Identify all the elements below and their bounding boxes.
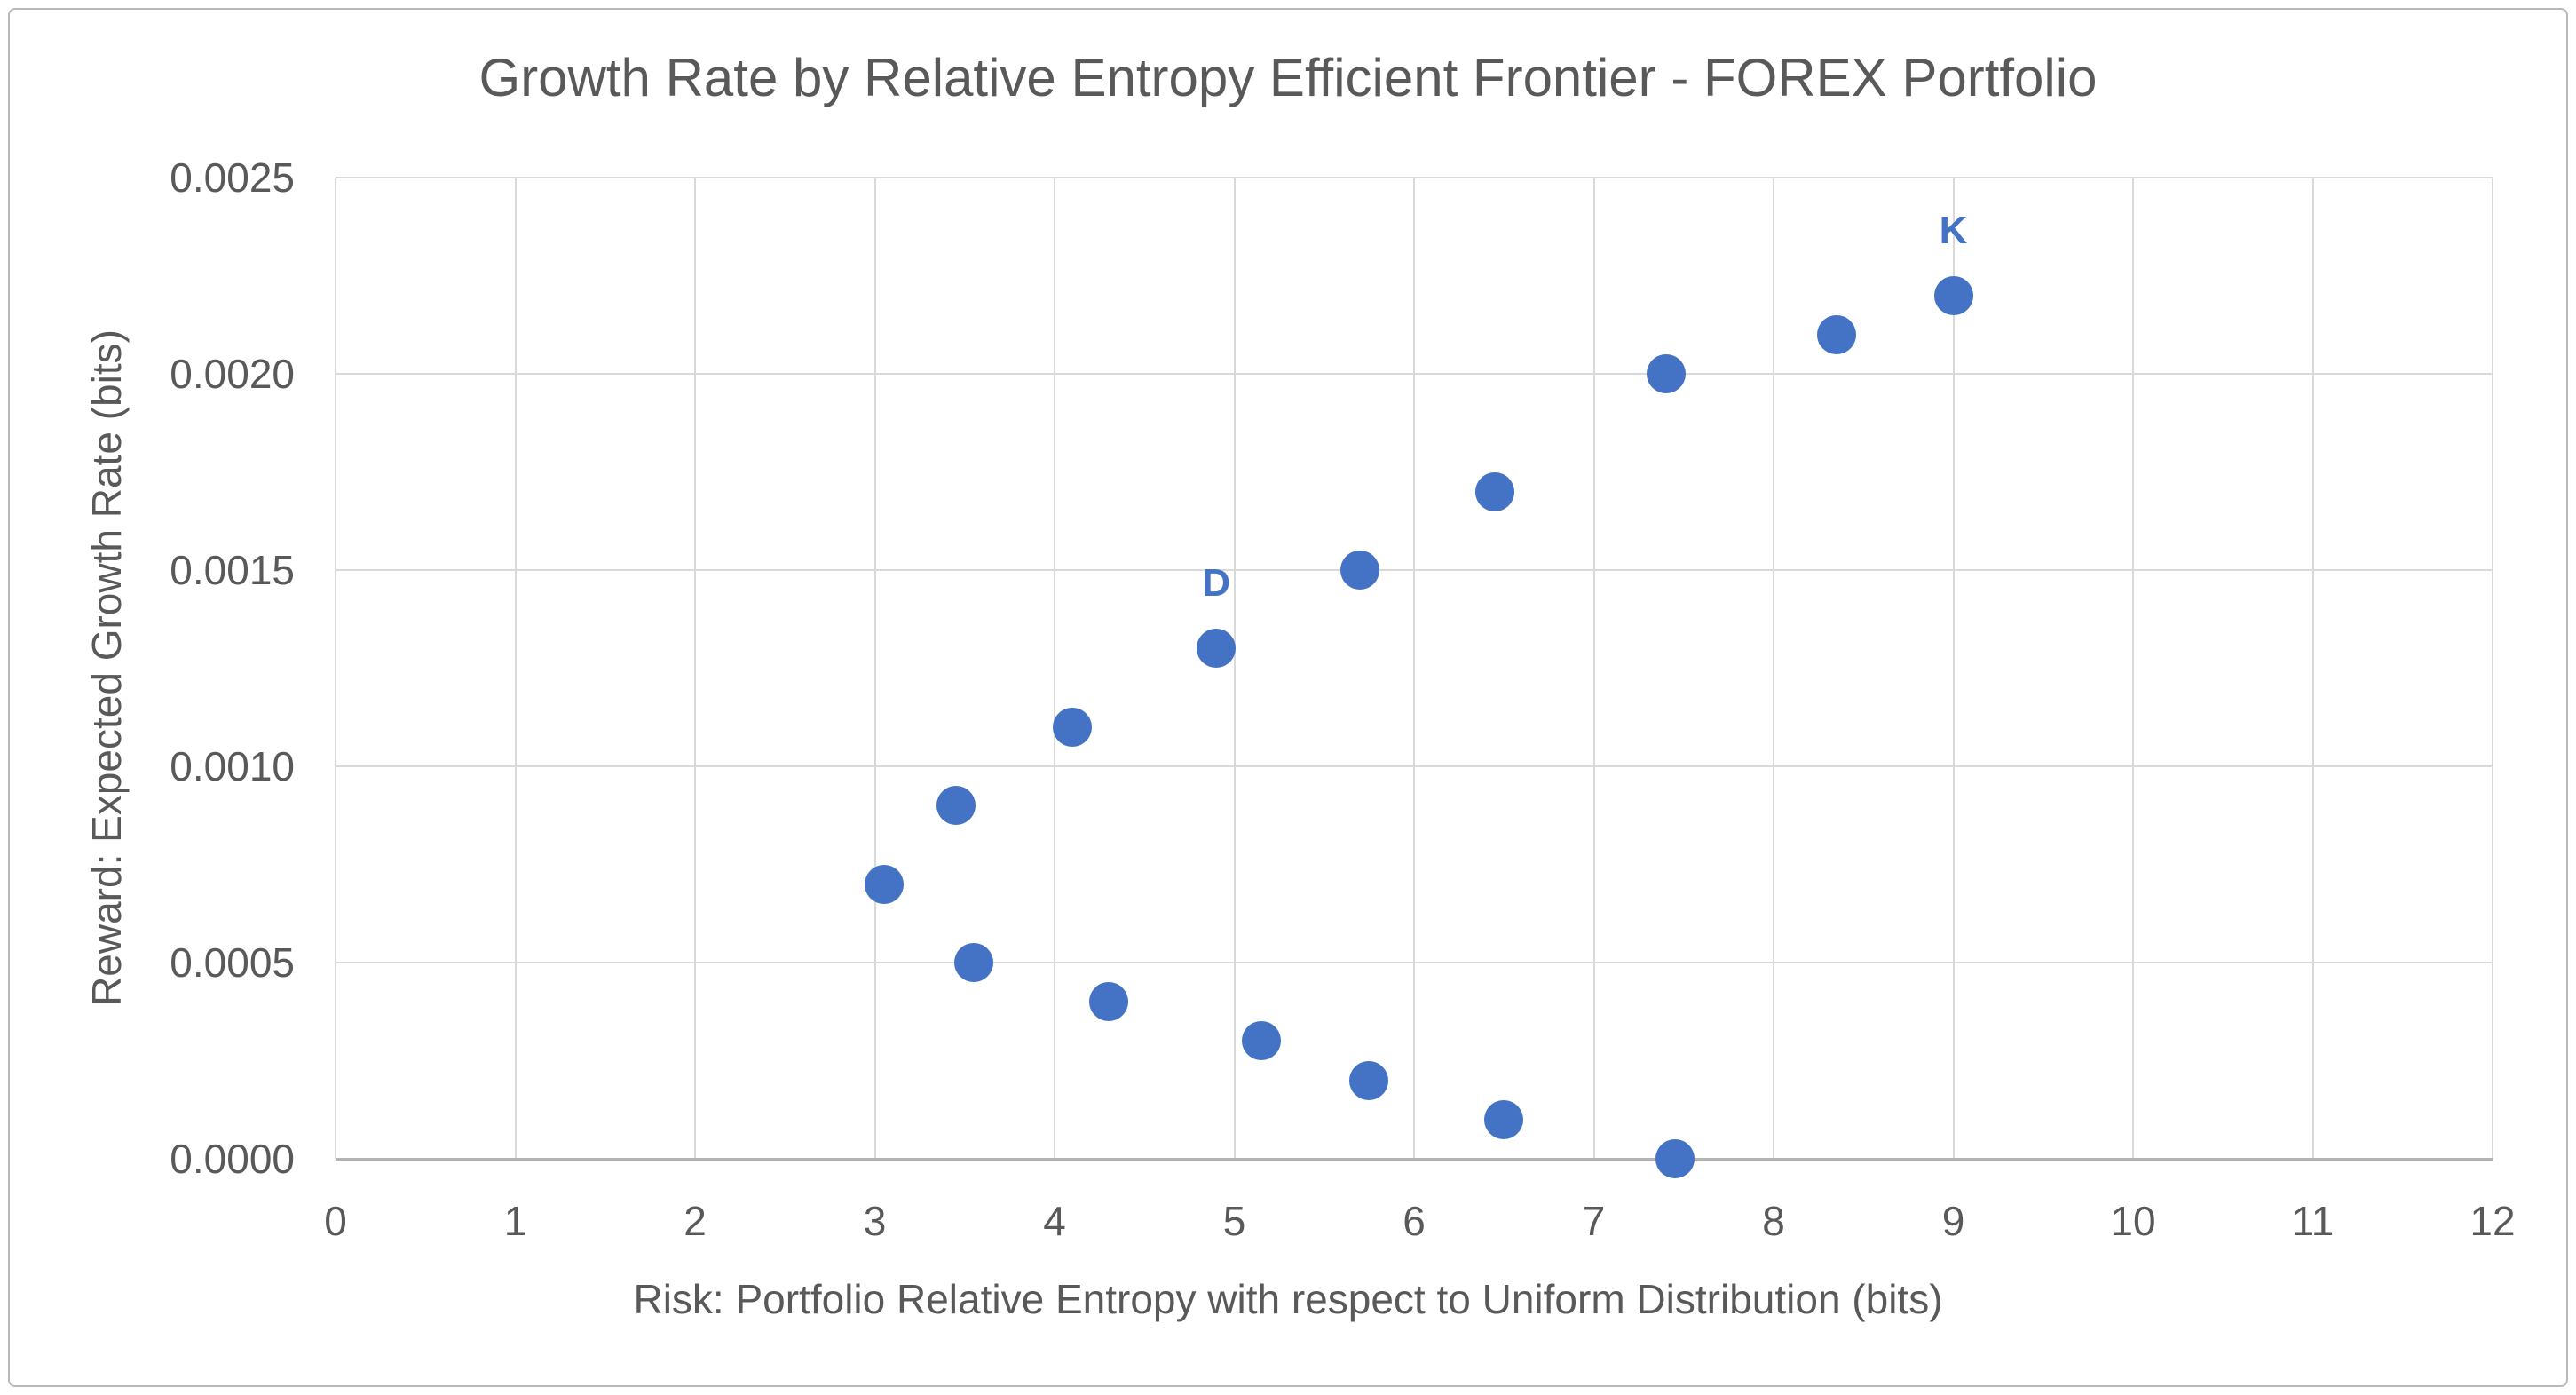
y-axis-title: Reward: Expected Growth Rate (bits) xyxy=(83,329,130,1006)
data-point-7 xyxy=(1340,551,1380,590)
gridline-vertical-x0 xyxy=(335,178,336,1159)
x-tick-label-12: 12 xyxy=(2469,1198,2516,1244)
gridline-vertical-x6 xyxy=(1413,178,1415,1159)
x-tick-label-3: 3 xyxy=(863,1198,887,1244)
x-tick-label-11: 11 xyxy=(2291,1198,2335,1244)
x-tick-label-1: 1 xyxy=(503,1198,527,1244)
gridline-vertical-x11 xyxy=(2311,178,2314,1159)
x-tick-label-10: 10 xyxy=(2110,1198,2156,1244)
x-tick-label-7: 7 xyxy=(1582,1198,1606,1244)
gridline-horizontal-y2 xyxy=(336,765,2493,767)
data-point-10 xyxy=(1484,1099,1524,1139)
x-tick-label-8: 8 xyxy=(1762,1198,1785,1244)
gridline-vertical-x7 xyxy=(1592,178,1595,1159)
gridline-horizontal-y5 xyxy=(336,177,2493,178)
data-point-13 xyxy=(1816,314,1856,354)
data-point-11 xyxy=(1646,354,1686,393)
gridline-horizontal-y1 xyxy=(336,962,2493,963)
y-tick-label-1: 0.0005 xyxy=(170,939,295,986)
gridline-vertical-x9 xyxy=(1952,178,1955,1159)
data-point-4 xyxy=(1088,982,1128,1022)
gridline-vertical-x8 xyxy=(1773,178,1774,1159)
y-tick-label-2: 0.0010 xyxy=(170,743,295,789)
gridline-vertical-x3 xyxy=(873,178,876,1159)
y-tick-label-5: 0.0025 xyxy=(170,155,295,201)
gridline-vertical-x4 xyxy=(1054,178,1055,1159)
data-point-1 xyxy=(936,786,976,826)
gridline-horizontal-y4 xyxy=(336,373,2493,375)
x-axis-title: Risk: Portfolio Relative Entropy with re… xyxy=(633,1276,1943,1322)
data-point-9 xyxy=(1475,472,1515,511)
data-point-label-D: D xyxy=(1202,561,1231,606)
y-tick-label-0: 0.0000 xyxy=(170,1136,295,1182)
x-tick-label-9: 9 xyxy=(1941,1198,1965,1244)
chart-title: Growth Rate by Relative Entropy Efficien… xyxy=(478,48,2098,107)
data-point-8 xyxy=(1349,1060,1389,1100)
gridline-vertical-x1 xyxy=(514,178,517,1159)
gridline-vertical-x12 xyxy=(2492,178,2493,1159)
x-tick-label-2: 2 xyxy=(684,1198,707,1244)
chart-frame xyxy=(8,8,2568,1387)
gridline-horizontal-y3 xyxy=(336,569,2493,571)
x-tick-label-5: 5 xyxy=(1222,1198,1246,1244)
y-tick-label-4: 0.0020 xyxy=(170,351,295,397)
x-tick-label-4: 4 xyxy=(1043,1198,1066,1244)
data-point-6 xyxy=(1241,1021,1281,1061)
gridline-vertical-x10 xyxy=(2132,178,2134,1159)
x-tick-label-0: 0 xyxy=(324,1198,347,1244)
data-point-2 xyxy=(953,943,993,982)
data-point-0 xyxy=(864,864,904,904)
data-point-3 xyxy=(1053,707,1093,747)
data-point-12 xyxy=(1655,1139,1695,1178)
gridline-vertical-x5 xyxy=(1233,178,1236,1159)
x-tick-label-6: 6 xyxy=(1403,1198,1426,1244)
y-tick-label-3: 0.0015 xyxy=(170,547,295,593)
data-point-label-K: K xyxy=(1939,208,1968,252)
data-point-K xyxy=(1933,275,1973,315)
gridline-vertical-x2 xyxy=(694,178,696,1159)
x-axis-line xyxy=(336,1158,2493,1161)
data-point-D xyxy=(1197,629,1237,669)
